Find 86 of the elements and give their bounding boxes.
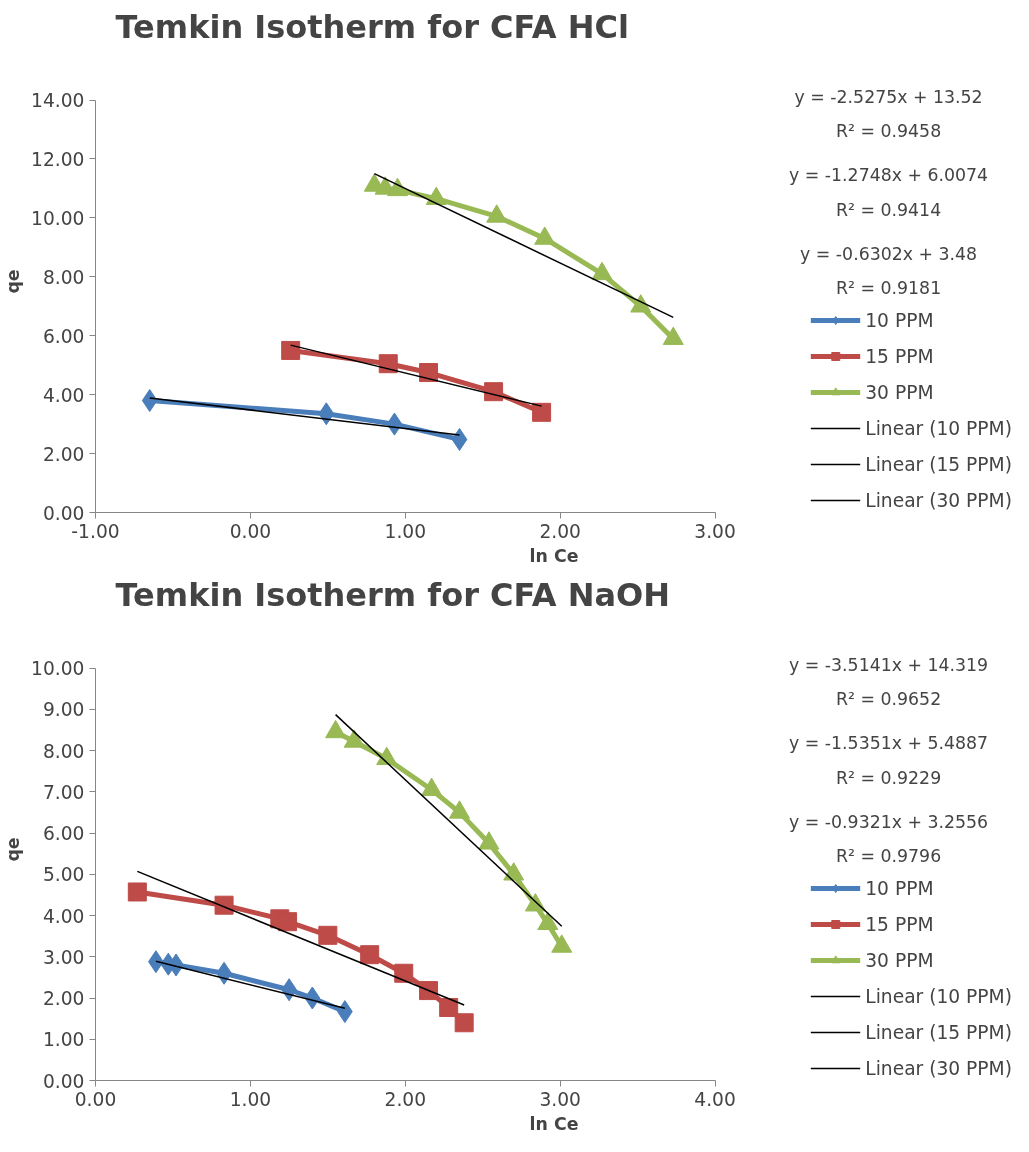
- x-tick-label: 2.00: [539, 520, 581, 542]
- text: y = -1.2748x + 6.0074: [789, 165, 989, 186]
- y-tick-label: 9.00: [42, 699, 85, 721]
- y-tick-label: 4.00: [42, 384, 85, 406]
- legend-label: Linear (10 PPM): [865, 416, 1012, 440]
- point: [127, 882, 147, 902]
- y-axis-title: qe: [3, 269, 24, 294]
- point: [478, 831, 500, 850]
- point: [378, 354, 398, 374]
- point: [318, 402, 335, 426]
- point: [425, 186, 447, 205]
- point: [343, 729, 365, 748]
- point: [360, 945, 380, 965]
- point: [484, 382, 504, 402]
- point: [451, 427, 468, 451]
- point: [387, 177, 409, 197]
- legend-label: Linear (15 PPM): [865, 452, 1012, 476]
- legend-label: 30 PPM: [865, 380, 934, 404]
- point: [376, 746, 398, 766]
- point: [419, 363, 439, 383]
- y-tick-label: 10.00: [31, 207, 85, 229]
- chart-title: Temkin Isotherm for CFA HCl: [115, 7, 629, 46]
- legend-label: 15 PPM: [865, 912, 934, 936]
- y-tick-label: 2.00: [42, 988, 85, 1009]
- x-tick-label: 1.00: [229, 1088, 272, 1110]
- point: [325, 719, 347, 739]
- point: [394, 963, 414, 983]
- text: y = -3.5141x + 14.319: [789, 654, 989, 675]
- point: [281, 340, 301, 360]
- text: R² = 0.9652: [836, 689, 942, 710]
- x-tick-label: 4.00: [694, 1088, 736, 1110]
- legend-label: 15 PPM: [865, 344, 934, 368]
- point: [591, 261, 613, 281]
- point: [386, 412, 403, 436]
- x-tick-label: 0.00: [229, 520, 272, 542]
- point: [214, 895, 234, 915]
- text: y = -0.9321x + 3.2556: [789, 811, 989, 832]
- point: [439, 997, 459, 1017]
- y-tick-label: 4.00: [42, 905, 85, 927]
- legend-label: Linear (15 PPM): [865, 1020, 1012, 1044]
- legend-label: Linear (30 PPM): [865, 488, 1012, 512]
- y-tick-label: 6.00: [42, 325, 85, 347]
- point: [141, 389, 158, 413]
- y-tick-label: 7.00: [42, 781, 85, 803]
- point: [630, 294, 652, 313]
- y-tick-label: 3.00: [42, 946, 85, 968]
- x-tick-label: 2.00: [384, 1088, 427, 1110]
- legend-label: Linear (30 PPM): [865, 1056, 1012, 1080]
- point: [318, 925, 338, 945]
- y-tick-label: 5.00: [42, 864, 85, 886]
- text: R² = 0.9181: [836, 278, 942, 299]
- point: [486, 204, 508, 223]
- y-tick-label: 1.00: [42, 1029, 85, 1051]
- point: [278, 912, 298, 932]
- point: [532, 402, 552, 422]
- text: y = -0.6302x + 3.48: [800, 243, 978, 264]
- x-tick-label: 3.00: [539, 1088, 581, 1110]
- y-tick-label: 6.00: [42, 823, 85, 844]
- text: R² = 0.9796: [836, 846, 942, 867]
- point: [419, 981, 439, 1001]
- chart-title: Temkin Isotherm for CFA NaOH: [115, 575, 671, 614]
- text: R² = 0.9414: [836, 199, 942, 220]
- y-tick-label: 12.00: [31, 148, 85, 170]
- x-tick-label: 1.00: [384, 520, 427, 542]
- y-tick-label: 8.00: [42, 266, 85, 288]
- text: y = -2.5275x + 13.52: [794, 86, 983, 107]
- y-tick-label: 2.00: [42, 443, 85, 465]
- y-tick-label: 10.00: [31, 658, 85, 679]
- point: [449, 800, 471, 819]
- legend-label: 10 PPM: [865, 876, 934, 900]
- point: [534, 226, 556, 245]
- legend-label: 10 PPM: [865, 308, 934, 332]
- text: R² = 0.9229: [836, 767, 942, 788]
- point: [421, 777, 443, 796]
- y-tick-label: 8.00: [42, 740, 85, 762]
- x-axis-title: ln Ce: [529, 1113, 579, 1134]
- y-axis-title: qe: [3, 837, 24, 862]
- point: [503, 862, 525, 881]
- text: y = -1.5351x + 5.4887: [789, 733, 989, 754]
- legend-label: 30 PPM: [865, 948, 934, 972]
- x-axis-title: ln Ce: [529, 545, 579, 566]
- text: R² = 0.9458: [836, 121, 942, 142]
- y-tick-label: 14.00: [31, 90, 85, 111]
- x-tick-label: 3.00: [694, 520, 736, 542]
- legend-label: Linear (10 PPM): [865, 984, 1012, 1008]
- point: [454, 1013, 474, 1033]
